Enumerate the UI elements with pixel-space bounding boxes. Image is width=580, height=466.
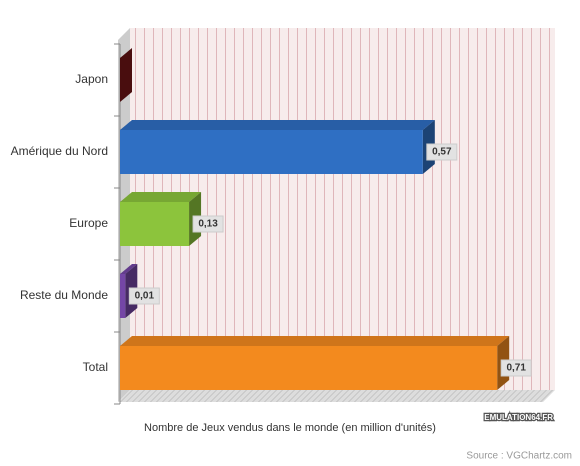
y-tick-label: Reste du Monde bbox=[20, 288, 108, 302]
y-tick-label: Europe bbox=[69, 216, 108, 230]
watermark: EMULATION64.FR bbox=[484, 413, 553, 422]
y-tick-label: Japon bbox=[75, 72, 108, 86]
value-label: 0,71 bbox=[506, 363, 526, 374]
y-tick-label: Total bbox=[83, 360, 108, 374]
value-label: 0,57 bbox=[432, 147, 452, 158]
value-label-box bbox=[192, 215, 224, 233]
value-label-box bbox=[128, 287, 160, 305]
y-tick-label: Amérique du Nord bbox=[11, 144, 108, 158]
bar bbox=[120, 130, 423, 174]
source: Source : VGChartz.com bbox=[466, 451, 572, 462]
value-label-box bbox=[426, 143, 458, 161]
value-label: 0,01 bbox=[135, 291, 155, 302]
x-axis-label: Nombre de Jeux vendus dans le monde (en … bbox=[144, 422, 436, 434]
value-label-box bbox=[500, 359, 532, 377]
bar bbox=[120, 202, 190, 246]
bar-top bbox=[120, 120, 435, 130]
bar-top bbox=[120, 192, 202, 202]
value-label: 0,13 bbox=[198, 219, 218, 230]
floor bbox=[118, 390, 555, 402]
bar-top bbox=[120, 264, 138, 274]
bar-top bbox=[120, 336, 510, 346]
bar bbox=[120, 346, 498, 390]
bar bbox=[120, 274, 126, 318]
bar-side bbox=[120, 48, 132, 102]
